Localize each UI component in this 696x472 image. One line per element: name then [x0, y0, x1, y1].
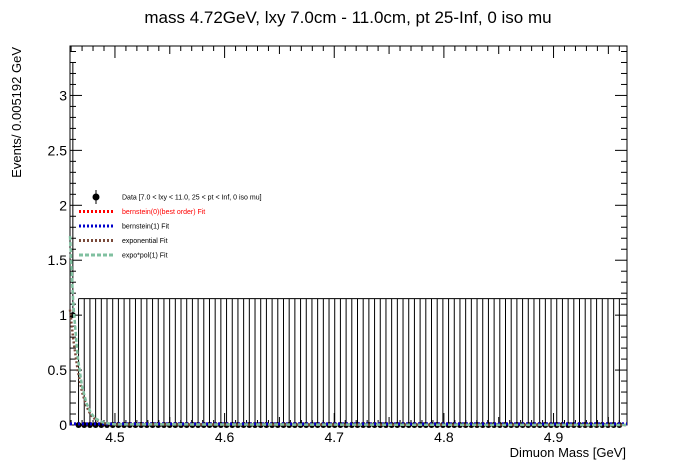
x-tick-label: 4.6	[215, 429, 235, 445]
x-tick-label: 4.9	[544, 429, 564, 445]
legend-item: bernstein(1) Fit	[79, 224, 169, 231]
y-tick-label: 0	[59, 417, 67, 433]
y-tick-label: 2.5	[48, 142, 68, 158]
fit-curve-2	[68, 309, 628, 427]
x-tick-label: 4.5	[105, 429, 125, 445]
legend-label: bernstein(0)(best order) Fit	[122, 209, 205, 216]
legend-item: exponential Fit	[79, 238, 168, 245]
legend: Data [7.0 < lxy < 11.0, 25 < pt < Inf, 0…	[79, 190, 262, 260]
legend-marker	[92, 193, 100, 201]
plot-frame	[69, 45, 628, 426]
chart-title: mass 4.72GeV, lxy 7.0cm - 11.0cm, pt 25-…	[144, 8, 551, 27]
legend-item: Data [7.0 < lxy < 11.0, 25 < pt < Inf, 0…	[92, 190, 262, 204]
x-axis-label: Dimuon Mass [GeV]	[510, 445, 626, 460]
y-tick-label: 0.5	[48, 362, 68, 378]
y-axis-label: Events/ 0.005192 GeV	[9, 47, 24, 178]
legend-item: expo*pol(1) Fit	[79, 253, 168, 260]
y-tick-label: 1	[59, 307, 67, 323]
x-tick-label: 4.7	[325, 429, 345, 445]
legend-item: bernstein(0)(best order) Fit	[79, 209, 205, 216]
legend-label: exponential Fit	[122, 238, 168, 245]
plot-area: 4.5 4.6 4.7 4.8 4.9 0 0.5 1 1.5 2 2.5 3 Data [7.0 < …	[48, 45, 628, 445]
legend-label: Data [7.0 < lxy < 11.0, 25 < pt < Inf, 0…	[122, 195, 262, 202]
legend-label: bernstein(1) Fit	[122, 224, 169, 231]
x-tick-label: 4.8	[434, 429, 454, 445]
fit-curve-3	[68, 235, 628, 427]
y-tick-label: 3	[59, 87, 67, 103]
y-tick-label: 2	[59, 197, 67, 213]
y-tick-label: 1.5	[48, 252, 68, 268]
legend-label: expo*pol(1) Fit	[122, 253, 168, 260]
